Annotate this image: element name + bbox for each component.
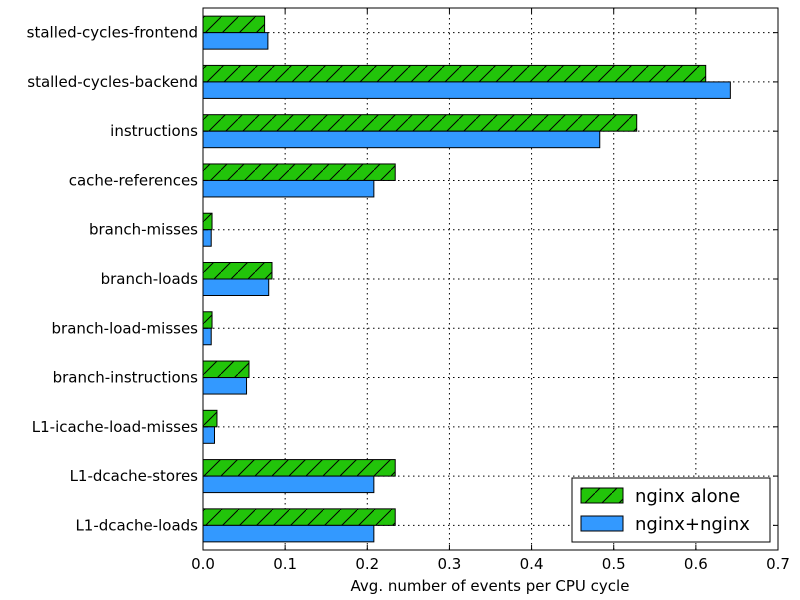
bar-nginx-alone: [202, 212, 213, 231]
x-tick-labels: 0.0 0.1 0.2 0.3 0.4 0.5 0.6 0.7: [191, 555, 790, 573]
bar-nginx-nginx: [202, 179, 375, 198]
bar-nginx-alone: [202, 64, 707, 83]
bar-nginx-nginx: [202, 130, 601, 149]
bar-nginx-alone: [202, 311, 213, 329]
x-tick-label: 0.6: [684, 555, 708, 573]
x-tick-label: 0.0: [191, 555, 215, 573]
bar-nginx-nginx: [202, 278, 270, 296]
y-tick-label: cache-references: [69, 171, 198, 189]
bar-nginx-nginx: [202, 229, 212, 247]
bar-nginx-alone: [202, 262, 273, 280]
y-tick-label: L1-dcache-loads: [75, 516, 198, 534]
x-axis-label: Avg. number of events per CPU cycle: [351, 577, 630, 595]
bar-nginx-alone: [202, 360, 250, 379]
tick-marks: [202, 8, 779, 550]
bar-nginx-nginx: [202, 327, 212, 346]
legend-swatch: [580, 487, 624, 504]
y-tick-label: branch-instructions: [53, 369, 199, 387]
legend-label: nginx alone: [635, 486, 740, 507]
bar-nginx-nginx: [202, 426, 215, 444]
bar-nginx-nginx: [202, 524, 375, 543]
legend-swatch: [580, 515, 624, 532]
bar-nginx-nginx: [202, 475, 375, 494]
legend-label: nginx+nginx: [635, 514, 750, 535]
bar-nginx-nginx: [202, 32, 269, 50]
y-tick-label: branch-misses: [89, 221, 198, 239]
bar-nginx-alone: [202, 114, 638, 132]
bar-nginx-nginx: [202, 377, 248, 395]
y-tick-label: branch-load-misses: [52, 319, 199, 337]
x-tick-label: 0.7: [766, 555, 790, 573]
x-tick-label: 0.1: [273, 555, 297, 573]
y-tick-label: instructions: [110, 122, 198, 140]
y-tick-labels: stalled-cycles-frontend stalled-cycles-ba…: [27, 24, 199, 535]
x-tick-label: 0.3: [437, 555, 461, 573]
x-tick-label: 0.5: [602, 555, 626, 573]
y-tick-label: L1-icache-load-misses: [32, 418, 198, 436]
bar-nginx-alone: [202, 163, 396, 181]
y-tick-label: stalled-cycles-backend: [27, 73, 198, 91]
bar-nginx-nginx: [202, 81, 731, 99]
bars: [202, 15, 731, 543]
y-tick-label: L1-dcache-stores: [70, 467, 199, 485]
bar-nginx-alone: [202, 459, 396, 477]
bar-nginx-alone: [202, 508, 396, 526]
x-tick-label: 0.4: [520, 555, 544, 573]
x-tick-label: 0.2: [355, 555, 379, 573]
legend: nginx alone nginx+nginx: [571, 477, 771, 543]
bar-nginx-alone: [202, 409, 218, 428]
bar-nginx-alone: [202, 15, 266, 34]
y-tick-label: branch-loads: [101, 270, 199, 288]
y-tick-label: stalled-cycles-frontend: [27, 24, 198, 42]
